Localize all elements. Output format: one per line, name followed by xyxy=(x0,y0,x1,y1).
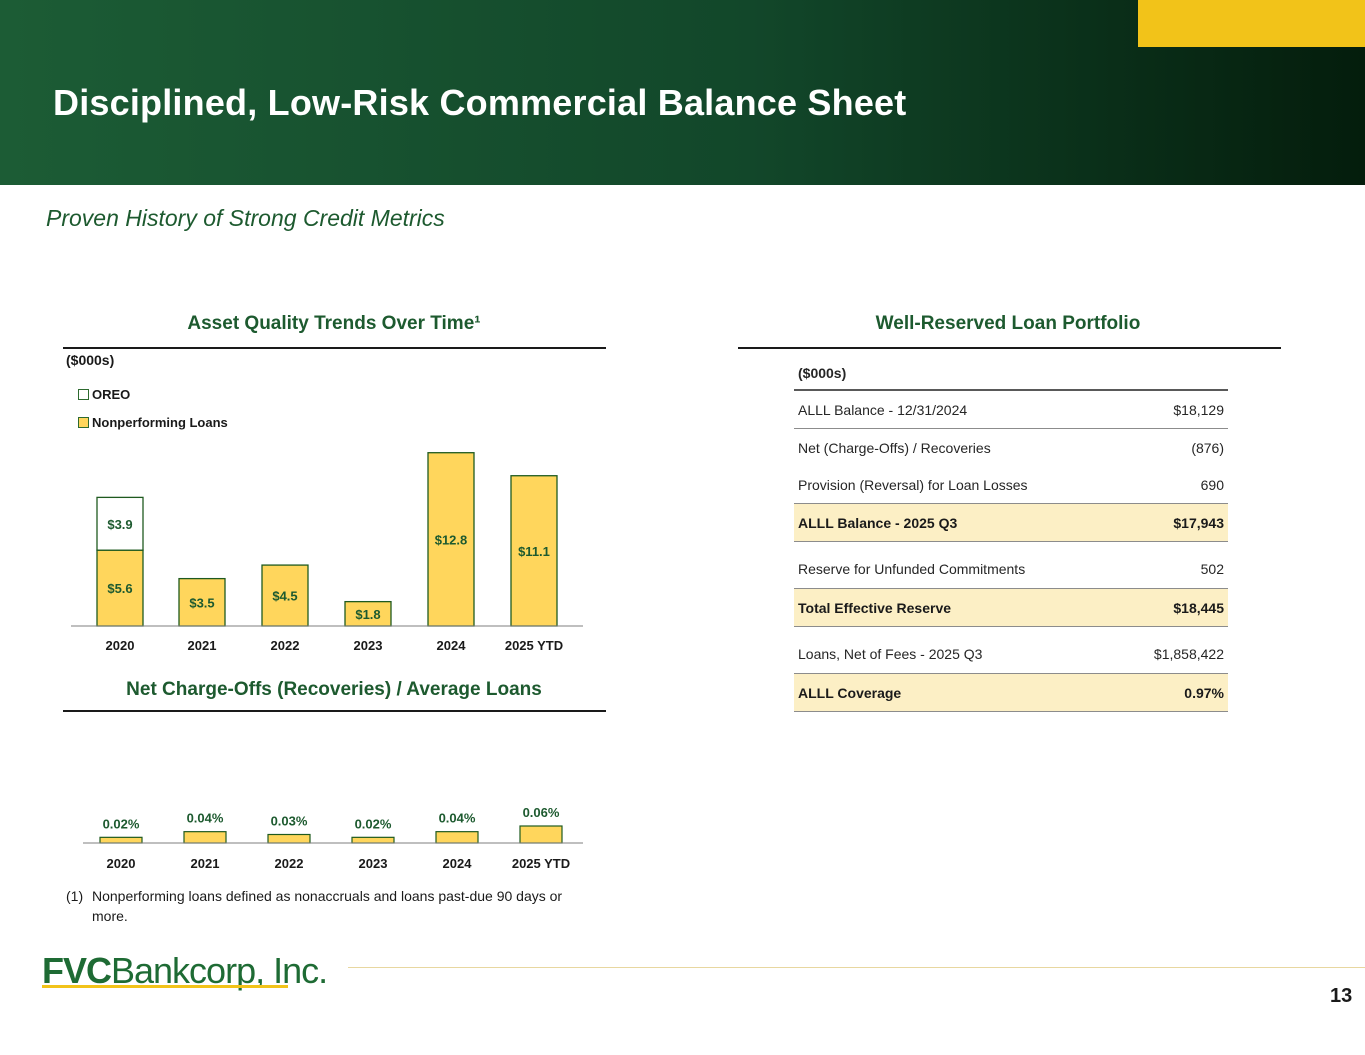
table-row: Provision (Reversal) for Loan Losses 690 xyxy=(794,467,1228,504)
header-banner: Disciplined, Low-Risk Commercial Balance… xyxy=(0,0,1365,185)
nco-bar-2020 xyxy=(99,836,143,844)
units-label: ($000s) xyxy=(66,352,115,368)
nco-bar-2022 xyxy=(267,833,311,844)
x-tick-label: 2021 xyxy=(191,856,220,871)
asset-quality-title: Asset Quality Trends Over Time¹ xyxy=(187,313,481,334)
page-title: Disciplined, Low-Risk Commercial Balance… xyxy=(53,82,907,123)
table-row: ALLL Balance - 12/31/2024 $18,129 xyxy=(794,391,1228,429)
row-value: $18,129 xyxy=(1173,401,1224,418)
legend-npl-label: Nonperforming Loans xyxy=(92,415,228,430)
table-row-highlight: Total Effective Reserve $18,445 xyxy=(794,589,1228,627)
footnote-number: (1) xyxy=(66,888,84,904)
bar-label: $4.5 xyxy=(272,589,297,604)
x-tick-label: 2024 xyxy=(437,638,467,653)
bar-label: $3.9 xyxy=(107,517,132,532)
bar-label: $1.8 xyxy=(355,607,380,622)
accent-bar xyxy=(1138,0,1365,47)
nco-bar-2021 xyxy=(183,831,227,844)
logo-underline xyxy=(42,985,288,988)
footnote: (1) Nonperforming loans defined as nonac… xyxy=(66,886,576,926)
company-logo: FVCBankcorp, Inc. xyxy=(42,950,328,992)
reserve-rule xyxy=(738,347,1281,349)
logo-fvc: FVC xyxy=(42,950,112,991)
row-value: 0.97% xyxy=(1184,684,1224,701)
row-label: ALLL Balance - 2025 Q3 xyxy=(798,514,958,531)
x-tick-label: 2025 YTD xyxy=(512,856,570,871)
row-label: ALLL Balance - 12/31/2024 xyxy=(798,401,968,418)
row-label: Total Effective Reserve xyxy=(798,599,952,616)
nco-title: Net Charge-Offs (Recoveries) / Average L… xyxy=(126,679,542,700)
bar-label: 0.03% xyxy=(271,814,308,829)
bar-oreo-2020 xyxy=(96,496,144,551)
bar-nonperforming-2025-ytd xyxy=(510,475,558,627)
bar-nonperforming-2023 xyxy=(344,600,392,627)
bar-label: 0.04% xyxy=(187,811,224,826)
x-tick-label: 2023 xyxy=(359,856,388,871)
bar-nonperforming-2021 xyxy=(178,577,226,627)
footer-rule xyxy=(348,967,1365,968)
reserve-units-row: ($000s) xyxy=(794,357,1228,391)
legend-npl: Nonperforming Loans xyxy=(78,415,228,430)
reserve-table: ($000s) ALLL Balance - 12/31/2024 $18,12… xyxy=(794,357,1228,712)
row-value: $18,445 xyxy=(1173,599,1224,616)
row-label: Reserve for Unfunded Commitments xyxy=(798,561,1026,577)
page-number: 13 xyxy=(1330,985,1353,1007)
table-row-highlight: ALLL Balance - 2025 Q3 $17,943 xyxy=(794,504,1228,542)
table-row: Net (Charge-Offs) / Recoveries (876) xyxy=(794,429,1228,467)
row-label: Loans, Net of Fees - 2025 Q3 xyxy=(798,646,983,662)
footnote-text: Nonperforming loans defined as nonaccrua… xyxy=(92,888,563,924)
legend-oreo: OREO xyxy=(78,387,130,402)
x-tick-label: 2020 xyxy=(106,638,135,653)
x-tick-label: 2022 xyxy=(275,856,304,871)
asset-quality-rule xyxy=(63,347,606,349)
bar-label: 0.02% xyxy=(355,816,392,831)
reserve-units: ($000s) xyxy=(798,365,847,381)
row-value: 690 xyxy=(1200,477,1224,493)
x-tick-label: 2023 xyxy=(354,638,383,653)
nco-chart: 0.02% 2020 0.04% 2021 0.03% 2022 0.02% 2023 0.04… xyxy=(83,805,583,871)
legend-oreo-swatch xyxy=(78,389,89,400)
bar-label: 0.04% xyxy=(439,811,476,826)
x-tick-label: 2025 YTD xyxy=(505,638,563,653)
x-tick-label: 2024 xyxy=(443,856,473,871)
bar-label: $11.1 xyxy=(518,544,550,559)
table-row: Reserve for Unfunded Commitments 502 xyxy=(794,542,1228,589)
asset-quality-chart: $5.6 $3.9 2020 $3.5 2021 $4.5 2022 $1.8 2023 $12.… xyxy=(71,452,583,653)
x-tick-label: 2022 xyxy=(271,638,300,653)
x-tick-label: 2020 xyxy=(107,856,136,871)
bar-label: $3.5 xyxy=(189,595,214,610)
row-value: (876) xyxy=(1191,440,1224,456)
row-label: Provision (Reversal) for Loan Losses xyxy=(798,477,1028,493)
reserve-title: Well-Reserved Loan Portfolio xyxy=(875,313,1141,334)
nco-bar-2025-ytd xyxy=(519,825,563,844)
row-label: Net (Charge-Offs) / Recoveries xyxy=(798,440,991,456)
nco-bar-2024 xyxy=(435,831,479,844)
bar-label: 0.06% xyxy=(523,805,560,820)
row-value: 502 xyxy=(1200,561,1224,577)
row-label: ALLL Coverage xyxy=(798,684,902,701)
bar-label: $5.6 xyxy=(107,581,132,596)
bar-nonperforming-2024 xyxy=(427,452,475,627)
row-value: $17,943 xyxy=(1173,514,1224,531)
page-subtitle: Proven History of Strong Credit Metrics xyxy=(46,205,445,231)
logo-rest: Bankcorp, Inc. xyxy=(111,950,328,991)
row-value: $1,858,422 xyxy=(1153,646,1224,662)
legend-npl-swatch xyxy=(78,417,89,428)
table-row-highlight: ALLL Coverage 0.97% xyxy=(794,674,1228,712)
nco-rule xyxy=(63,710,606,712)
bar-label: $12.8 xyxy=(435,532,468,547)
bar-label: 0.02% xyxy=(103,816,140,831)
x-tick-label: 2021 xyxy=(188,638,217,653)
table-row: Loans, Net of Fees - 2025 Q3 $1,858,422 xyxy=(794,627,1228,674)
legend-oreo-label: OREO xyxy=(92,387,131,402)
nco-bar-2023 xyxy=(351,836,395,844)
